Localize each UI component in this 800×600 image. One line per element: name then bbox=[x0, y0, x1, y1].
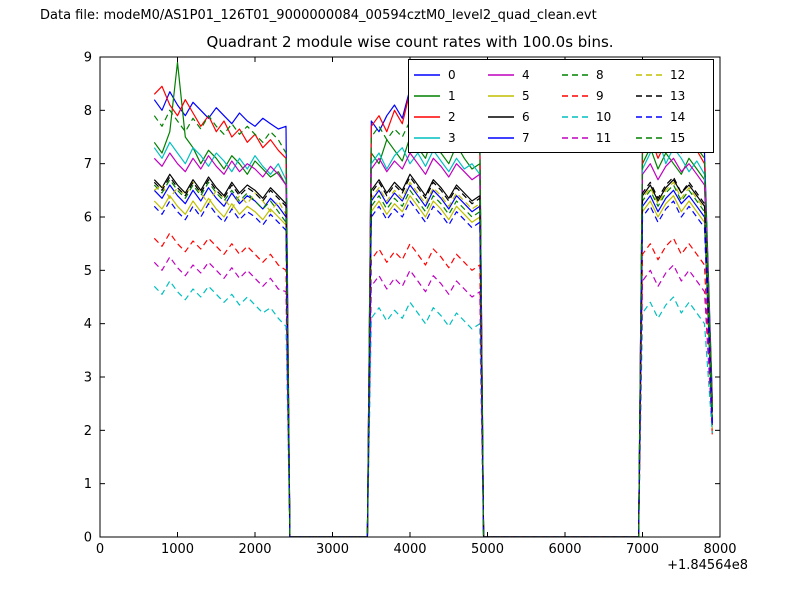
y-tick-label: 1 bbox=[84, 477, 92, 492]
legend-line-sample bbox=[636, 73, 662, 76]
legend-line-sample bbox=[414, 94, 440, 97]
legend-item-12: 12 bbox=[635, 69, 709, 81]
legend-line-sample bbox=[636, 136, 662, 139]
series-line-13 bbox=[153, 176, 713, 537]
x-tick-label: 0 bbox=[96, 542, 104, 557]
legend-item-11: 11 bbox=[561, 132, 635, 144]
legend-item-label: 10 bbox=[596, 109, 612, 124]
legend-line-sample bbox=[414, 136, 440, 139]
x-tick-label: 8000 bbox=[703, 542, 736, 557]
legend-item-9: 9 bbox=[561, 90, 635, 102]
legend-item-label: 12 bbox=[670, 67, 686, 82]
x-tick-label: 2000 bbox=[238, 542, 271, 557]
legend-line-sample bbox=[636, 115, 662, 118]
legend-item-label: 0 bbox=[448, 67, 456, 82]
legend-item-label: 11 bbox=[596, 130, 612, 145]
legend-item-label: 5 bbox=[522, 88, 530, 103]
x-tick-label: 3000 bbox=[316, 542, 349, 557]
y-tick-label: 0 bbox=[84, 531, 92, 546]
legend-item-5: 5 bbox=[487, 90, 561, 102]
y-tick-label: 8 bbox=[84, 104, 92, 119]
legend-item-3: 3 bbox=[413, 132, 487, 144]
legend-item-8: 8 bbox=[561, 69, 635, 81]
series-line-10 bbox=[153, 280, 713, 537]
y-tick-label: 4 bbox=[84, 317, 92, 332]
legend-item-label: 6 bbox=[522, 109, 530, 124]
x-tick-label: 7000 bbox=[626, 542, 659, 557]
legend-item-label: 14 bbox=[670, 109, 686, 124]
x-axis-offset-label: +1.84564e8 bbox=[667, 558, 748, 573]
legend-item-label: 7 bbox=[522, 130, 530, 145]
series-lines bbox=[153, 61, 713, 537]
series-line-1 bbox=[153, 61, 713, 537]
legend-item-15: 15 bbox=[635, 132, 709, 144]
legend: 0 1 2 3 4 5 6 7 8 9 10 11 12 13 14 15 bbox=[408, 59, 714, 153]
legend-item-label: 15 bbox=[670, 130, 686, 145]
legend-item-6: 6 bbox=[487, 111, 561, 123]
x-tick-label: 5000 bbox=[471, 542, 504, 557]
data-file-label: Data file: modeM0/AS1P01_126T01_90000000… bbox=[40, 8, 597, 23]
y-tick-label: 5 bbox=[84, 264, 92, 279]
series-line-14 bbox=[153, 200, 713, 537]
legend-item-4: 4 bbox=[487, 69, 561, 81]
legend-line-sample bbox=[488, 73, 514, 76]
series-line-4 bbox=[153, 152, 713, 537]
legend-line-sample bbox=[562, 115, 588, 118]
legend-item-label: 3 bbox=[448, 130, 456, 145]
legend-line-sample bbox=[414, 73, 440, 76]
x-tick-label: 4000 bbox=[393, 542, 426, 557]
y-tick-label: 7 bbox=[84, 157, 92, 172]
legend-item-label: 13 bbox=[670, 88, 686, 103]
series-line-8 bbox=[153, 179, 713, 537]
legend-item-14: 14 bbox=[635, 111, 709, 123]
legend-line-sample bbox=[488, 115, 514, 118]
legend-line-sample bbox=[414, 115, 440, 118]
series-line-11 bbox=[153, 256, 713, 537]
legend-item-1: 1 bbox=[413, 90, 487, 102]
legend-item-label: 9 bbox=[596, 88, 604, 103]
y-tick-label: 2 bbox=[84, 424, 92, 439]
legend-item-10: 10 bbox=[561, 111, 635, 123]
x-tick-label: 6000 bbox=[548, 542, 581, 557]
legend-item-7: 7 bbox=[487, 132, 561, 144]
legend-item-label: 1 bbox=[448, 88, 456, 103]
legend-item-0: 0 bbox=[413, 69, 487, 81]
legend-line-sample bbox=[562, 73, 588, 76]
legend-item-13: 13 bbox=[635, 90, 709, 102]
series-line-15 bbox=[153, 109, 713, 537]
legend-line-sample bbox=[636, 94, 662, 97]
series-line-7 bbox=[153, 184, 713, 537]
y-tick-label: 9 bbox=[84, 51, 92, 66]
series-line-12 bbox=[153, 181, 713, 537]
series-line-0 bbox=[153, 88, 713, 537]
x-tick-label: 1000 bbox=[161, 542, 194, 557]
y-tick-label: 6 bbox=[84, 211, 92, 226]
legend-item-label: 4 bbox=[522, 67, 530, 82]
series-line-2 bbox=[153, 85, 713, 537]
legend-item-label: 8 bbox=[596, 67, 604, 82]
legend-line-sample bbox=[488, 94, 514, 97]
legend-line-sample bbox=[488, 136, 514, 139]
series-line-5 bbox=[153, 195, 713, 537]
legend-item-2: 2 bbox=[413, 111, 487, 123]
tick-labels: 0 1000 2000 3000 4000 5000 6000 7000 80000123456… bbox=[84, 51, 737, 558]
series-line-6 bbox=[153, 173, 713, 537]
series-line-9 bbox=[153, 232, 713, 537]
legend-item-label: 2 bbox=[448, 109, 456, 124]
legend-line-sample bbox=[562, 136, 588, 139]
legend-line-sample bbox=[562, 94, 588, 97]
chart-title: Quadrant 2 module wise count rates with … bbox=[206, 33, 614, 51]
y-tick-label: 3 bbox=[84, 371, 92, 386]
